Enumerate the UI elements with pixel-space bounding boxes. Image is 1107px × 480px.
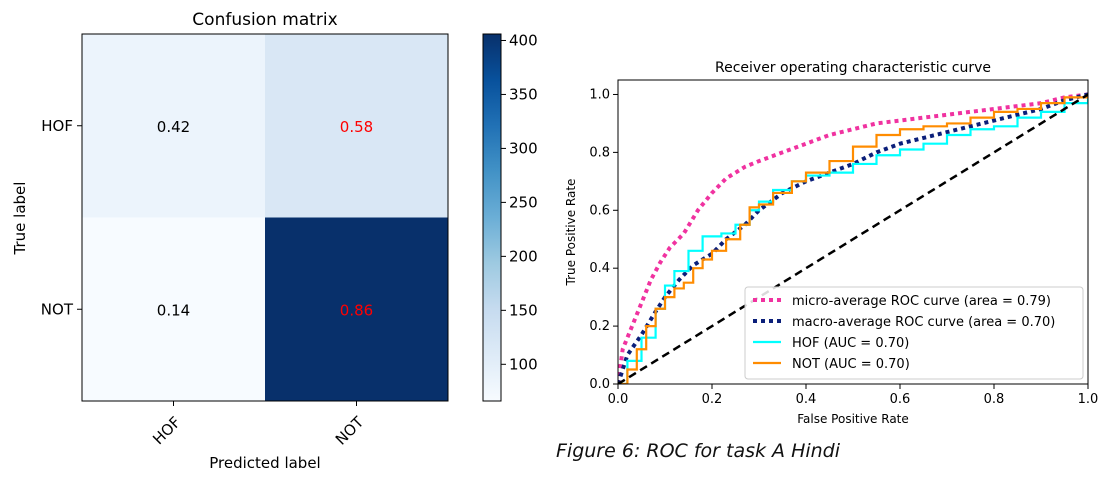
roc-ylabel: True Positive Rate [564, 179, 578, 287]
legend-label: macro-average ROC curve (area = 0.70) [792, 315, 1055, 330]
roc-ytick-label: 0.6 [589, 203, 610, 218]
roc-xtick-label: 0.0 [608, 392, 629, 407]
cm-xlabel: Predicted label [209, 454, 320, 472]
cm-cell [265, 34, 448, 218]
roc-chance-line [618, 93, 1088, 384]
cm-xtick-label: NOT [332, 413, 368, 449]
cm-cell-value: 0.42 [157, 118, 190, 136]
roc-xtick-label: 0.6 [890, 392, 911, 407]
cm-cell [82, 217, 265, 401]
roc-ytick-label: 0.2 [589, 319, 610, 334]
colorbar-tick-label: 250 [509, 193, 538, 211]
colorbar-tick-label: 150 [509, 301, 538, 319]
cm-ytick-label: NOT [41, 300, 74, 318]
roc-xtick-label: 1.0 [1078, 392, 1099, 407]
cm-ytick-label: HOF [41, 117, 73, 135]
roc-legend: micro-average ROC curve (area = 0.79) mac… [744, 286, 1084, 380]
roc-ytick-label: 0.8 [589, 145, 610, 160]
cm-cell-value: 0.86 [340, 301, 373, 319]
cm-cell-value: 0.14 [157, 301, 190, 319]
roc-title: Receiver operating characteristic curve [715, 60, 991, 76]
roc-plot-frame [617, 79, 1089, 385]
cm-title: Confusion matrix [192, 10, 337, 30]
roc-series-line [618, 94, 1088, 384]
roc-series-line [618, 92, 1088, 384]
cm-xtick-label: HOF [149, 413, 184, 448]
legend-label: HOF (AUC = 0.70) [792, 336, 909, 351]
colorbar-gradient [482, 33, 502, 402]
roc-xtick-label: 0.8 [984, 392, 1005, 407]
colorbar: 100 150 200 250 300 350 400 [482, 31, 538, 402]
legend-label: NOT (AUC = 0.70) [792, 357, 910, 372]
colorbar-tick-label: 300 [509, 139, 538, 157]
roc-xtick-label: 0.2 [702, 392, 723, 407]
roc-ytick-label: 1.0 [589, 87, 610, 102]
cm-cell [82, 34, 265, 218]
colorbar-tick-label: 400 [509, 31, 538, 49]
roc-ytick-label: 0.4 [589, 261, 610, 276]
colorbar-tick-label: 200 [509, 247, 538, 265]
roc-xlabel: False Positive Rate [797, 412, 909, 426]
legend-label: micro-average ROC curve (area = 0.79) [792, 294, 1051, 309]
cm-plot-frame [81, 33, 449, 402]
figure-caption: Figure 6: ROC for task A Hindi [556, 440, 841, 462]
cm-cell [265, 217, 448, 401]
cm-cell-value: 0.58 [340, 118, 373, 136]
roc-chart: Receiver operating characteristic curve … [564, 60, 1098, 426]
legend-frame [744, 286, 1084, 380]
confusion-matrix-chart: Confusion matrix 0.42 0.58 0.14 0.86 HOF NOT… [11, 10, 449, 472]
roc-ytick-label: 0.0 [589, 377, 610, 392]
roc-xtick-label: 0.4 [796, 392, 817, 407]
colorbar-tick-label: 350 [509, 85, 538, 103]
colorbar-tick-label: 100 [509, 355, 538, 373]
cm-ylabel: True label [11, 182, 29, 256]
